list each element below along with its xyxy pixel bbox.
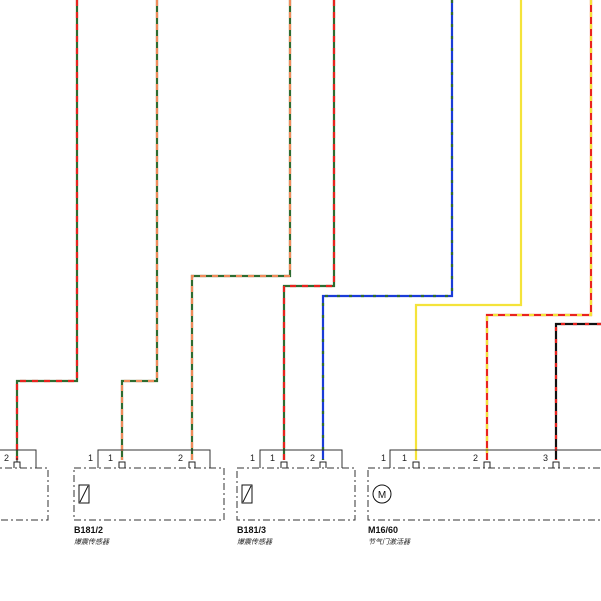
pin-terminal: [412, 461, 420, 468]
pin-terminal: [118, 461, 126, 468]
pin-terminal: [319, 461, 327, 468]
connector-m16-60: 1 1 2 3 M M16/60 节气门激活器: [367, 449, 601, 546]
component-id: B181/3: [237, 525, 266, 535]
component-id: M16/60: [368, 525, 398, 535]
component-name: 爆震传感器: [74, 538, 110, 546]
pin-label: 2: [473, 453, 478, 463]
motor-icon: M: [372, 484, 392, 504]
pin-terminal: [13, 458, 21, 468]
pin-label: 1: [250, 453, 255, 463]
connector-left: 2: [0, 449, 49, 521]
connector-b181-2: 1 1 2 B181/2 爆震传感器: [73, 449, 225, 546]
pin-label: 1: [381, 453, 386, 463]
pin-terminal: [280, 461, 288, 468]
knock-sensor-icon: [241, 484, 253, 504]
knock-sensor-icon: [78, 484, 90, 504]
pin-label: 2: [310, 453, 315, 463]
wire-red-yellow: [485, 0, 593, 460]
pin-terminal: [552, 461, 560, 468]
pin-label: 1: [402, 453, 407, 463]
wire-green-orange-2: [190, 0, 292, 460]
pin-label: 2: [178, 453, 183, 463]
wire-green-red-2: [282, 0, 336, 460]
wire-yellow: [414, 0, 523, 460]
pin-label: 1: [108, 453, 113, 463]
connector-b181-3: 1 1 2 B181/3 爆震传感器: [236, 449, 356, 546]
wires: [15, 0, 601, 460]
wire-green-orange-1: [120, 0, 159, 460]
wire-black-red: [554, 322, 601, 460]
component-name: 节气门激活器: [368, 538, 411, 546]
pin-label: 1: [88, 453, 93, 463]
pin-label: 3: [543, 453, 548, 463]
pin-terminal: [188, 461, 196, 468]
component-id: B181/2: [74, 525, 103, 535]
pin-terminal: [483, 461, 491, 468]
wire-blue-green: [321, 0, 454, 460]
component-name: 爆震传感器: [237, 538, 273, 546]
wire-green-red-1: [15, 0, 79, 460]
motor-symbol-letter: M: [378, 490, 386, 501]
pin-label: 1: [270, 453, 275, 463]
pin-label: 2: [4, 453, 9, 463]
